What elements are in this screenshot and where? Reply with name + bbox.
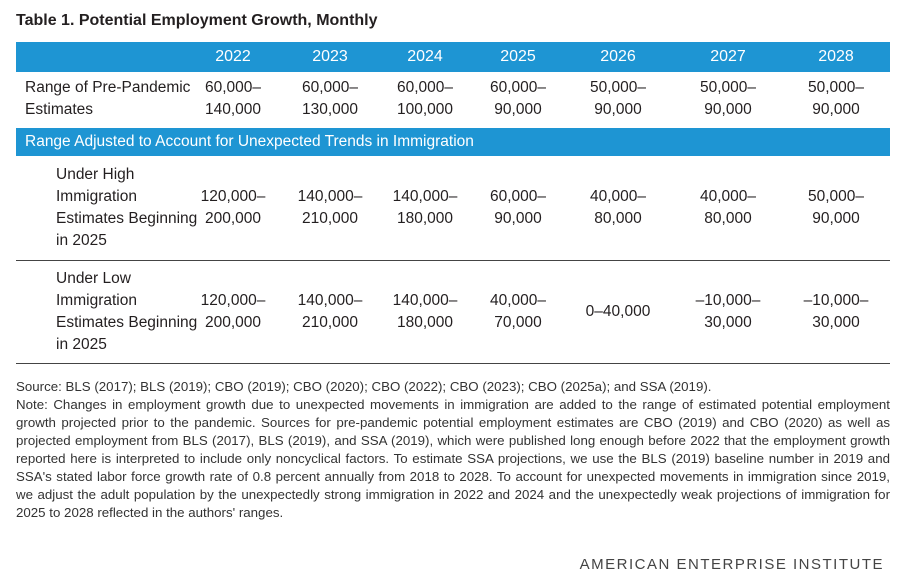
table-cell: 50,000– 90,000 (673, 77, 783, 121)
year-header: 2027 (710, 48, 746, 65)
table-cell: 60,000– 90,000 (463, 186, 573, 230)
table-cell: 140,000– 180,000 (370, 290, 480, 334)
table-cell: 140,000– 210,000 (275, 186, 385, 230)
year-header: 2024 (407, 48, 443, 65)
table-title: Table 1. Potential Employment Growth, Mo… (16, 12, 378, 29)
cell-line: 40,000– (489, 292, 547, 309)
cell-line: 70,000 (494, 314, 542, 331)
cell-line: 90,000 (812, 101, 860, 118)
cell-line: 40,000– (699, 188, 757, 205)
cell-line: 140,000– (392, 292, 458, 309)
cell-line: 140,000 (204, 101, 262, 118)
cell-line: 30,000 (704, 314, 752, 331)
cell-line: 50,000– (699, 79, 757, 96)
table-cell: 60,000– 90,000 (463, 77, 573, 121)
year-header: 2023 (312, 48, 348, 65)
table-cell: –10,000– 30,000 (673, 290, 783, 334)
cell-line: 210,000 (301, 314, 359, 331)
cell-line: 130,000 (301, 101, 359, 118)
table-cell: 40,000– 80,000 (563, 186, 673, 230)
section-header: Range Adjusted to Account for Unexpected… (16, 128, 890, 156)
cell-line: 90,000 (704, 101, 752, 118)
cell-line: 50,000– (589, 79, 647, 96)
cell-line: 0–40,000 (585, 303, 651, 320)
year-header: 2026 (600, 48, 636, 65)
cell-line: 80,000 (704, 210, 752, 227)
cell-line: 60,000– (396, 79, 454, 96)
year-header: 2025 (500, 48, 536, 65)
notes-block: Source: BLS (2017); BLS (2019); CBO (201… (16, 378, 890, 522)
row-label: Under High Immigration Estimates Beginning… (56, 164, 197, 252)
table-row-prepandemic: Range of Pre-Pandemic Estimates 60,000– 140… (16, 72, 890, 128)
row-label-line: Range of Pre-Pandemic (25, 79, 191, 96)
row-label-line: Under High (56, 166, 135, 183)
table-cell: 0–40,000 (563, 301, 673, 323)
table-cell: 60,000– 130,000 (275, 77, 385, 121)
cell-line: 90,000 (594, 101, 642, 118)
source-text: Source: BLS (2017); BLS (2019); CBO (201… (16, 379, 712, 394)
cell-line: 90,000 (812, 210, 860, 227)
table-cell: 40,000– 80,000 (673, 186, 783, 230)
table-row-low-immigration: Under Low Immigration Estimates Beginning i… (16, 261, 890, 363)
table-cell: 60,000– 140,000 (178, 77, 288, 121)
cell-line: –10,000– (803, 292, 869, 309)
employment-table: 2022 2023 2024 2025 2026 2027 2028 Range… (16, 42, 890, 364)
cell-line: 60,000– (204, 79, 262, 96)
row-divider (16, 260, 890, 261)
table-cell: 120,000– 200,000 (178, 186, 288, 230)
row-label-line: Estimates (25, 101, 94, 118)
table-cell: 50,000– 90,000 (563, 77, 673, 121)
note-text: Note: Changes in employment growth due t… (16, 397, 890, 520)
year-header-row: 2022 2023 2024 2025 2026 2027 2028 (16, 42, 890, 72)
row-label-line: Immigration (56, 188, 137, 205)
table-cell: 50,000– 90,000 (781, 77, 891, 121)
cell-line: 180,000 (396, 210, 454, 227)
cell-line: 200,000 (204, 210, 262, 227)
year-header: 2028 (818, 48, 854, 65)
table-cell: 140,000– 210,000 (275, 290, 385, 334)
row-label-line: Immigration (56, 292, 137, 309)
cell-line: 140,000– (392, 188, 458, 205)
cell-line: 40,000– (589, 188, 647, 205)
cell-line: 60,000– (489, 188, 547, 205)
cell-line: 210,000 (301, 210, 359, 227)
publisher-footer: AMERICAN ENTERPRISE INSTITUTE (579, 556, 884, 573)
row-label-line: Estimates Beginning (56, 210, 198, 227)
table-cell: 40,000– 70,000 (463, 290, 573, 334)
cell-line: –10,000– (695, 292, 761, 309)
cell-line: 120,000– (200, 188, 266, 205)
cell-line: 30,000 (812, 314, 860, 331)
year-header: 2022 (215, 48, 251, 65)
table-cell: 50,000– 90,000 (781, 186, 891, 230)
cell-line: 60,000– (301, 79, 359, 96)
cell-line: 180,000 (396, 314, 454, 331)
cell-line: 100,000 (396, 101, 454, 118)
table-bottom-rule (16, 363, 890, 364)
row-label: Range of Pre-Pandemic Estimates (25, 77, 190, 121)
cell-line: 90,000 (494, 210, 542, 227)
cell-line: 140,000– (297, 292, 363, 309)
cell-line: 50,000– (807, 79, 865, 96)
cell-line: 60,000– (489, 79, 547, 96)
cell-line: 120,000– (200, 292, 266, 309)
cell-line: 80,000 (594, 210, 642, 227)
row-label-line: in 2025 (56, 232, 107, 249)
table-cell: 60,000– 100,000 (370, 77, 480, 121)
row-label-line: Under Low (56, 270, 131, 287)
table-cell: 120,000– 200,000 (178, 290, 288, 334)
cell-line: 50,000– (807, 188, 865, 205)
cell-line: 140,000– (297, 188, 363, 205)
cell-line: 200,000 (204, 314, 262, 331)
table-cell: 140,000– 180,000 (370, 186, 480, 230)
row-label-line: Estimates Beginning (56, 314, 198, 331)
cell-line: 90,000 (494, 101, 542, 118)
table-cell: –10,000– 30,000 (781, 290, 891, 334)
table-row-high-immigration: Under High Immigration Estimates Beginning… (16, 156, 890, 260)
row-label-line: in 2025 (56, 336, 107, 353)
row-label: Under Low Immigration Estimates Beginning i… (56, 268, 197, 356)
